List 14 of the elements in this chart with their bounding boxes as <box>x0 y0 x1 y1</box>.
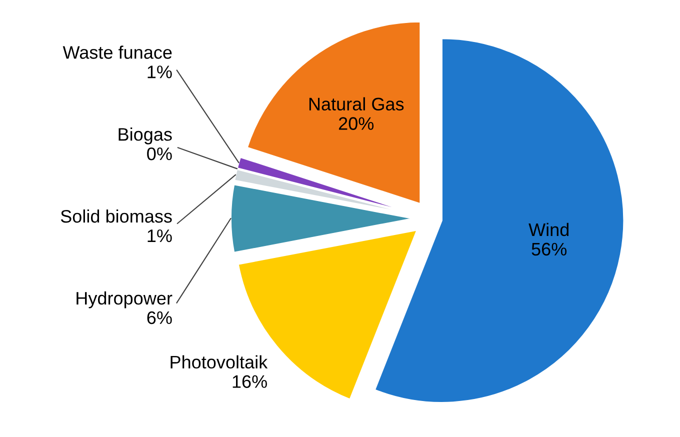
data-label: 1% <box>148 66 172 78</box>
slice-label: Waste funace <box>62 46 172 59</box>
slice-label: Photovoltaik <box>170 355 268 369</box>
slice-label: Wind <box>528 222 568 236</box>
data-label: 20% <box>338 117 374 130</box>
slice-label: Solid biomass <box>60 209 172 223</box>
text: 0% <box>147 147 172 160</box>
slice-label: Natural Gas <box>309 97 404 111</box>
data-label: 6% <box>147 311 172 324</box>
data-label: 16% <box>232 375 267 388</box>
data-label: 1% <box>148 229 172 242</box>
data-label: 56% <box>532 242 567 256</box>
slice-label: Hydropower <box>76 291 172 308</box>
category-label: Biogas <box>118 128 172 144</box>
